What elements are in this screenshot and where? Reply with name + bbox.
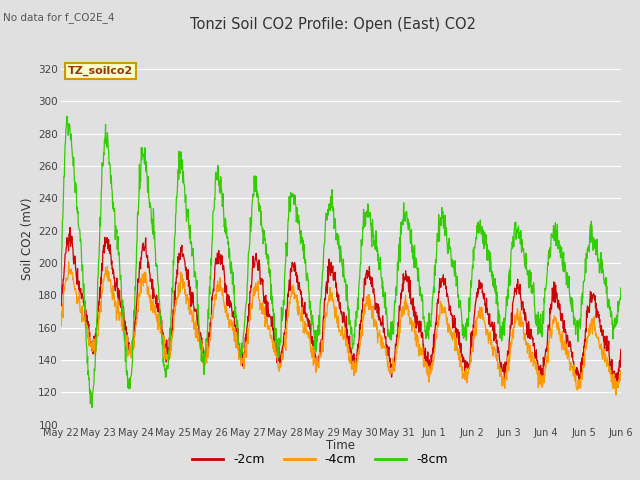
- Text: TZ_soilco2: TZ_soilco2: [68, 66, 132, 76]
- Y-axis label: Soil CO2 (mV): Soil CO2 (mV): [21, 198, 34, 280]
- X-axis label: Time: Time: [326, 439, 355, 452]
- Legend: -2cm, -4cm, -8cm: -2cm, -4cm, -8cm: [187, 448, 453, 471]
- Text: Tonzi Soil CO2 Profile: Open (East) CO2: Tonzi Soil CO2 Profile: Open (East) CO2: [190, 17, 476, 32]
- Text: No data for f_CO2E_4: No data for f_CO2E_4: [3, 12, 115, 23]
